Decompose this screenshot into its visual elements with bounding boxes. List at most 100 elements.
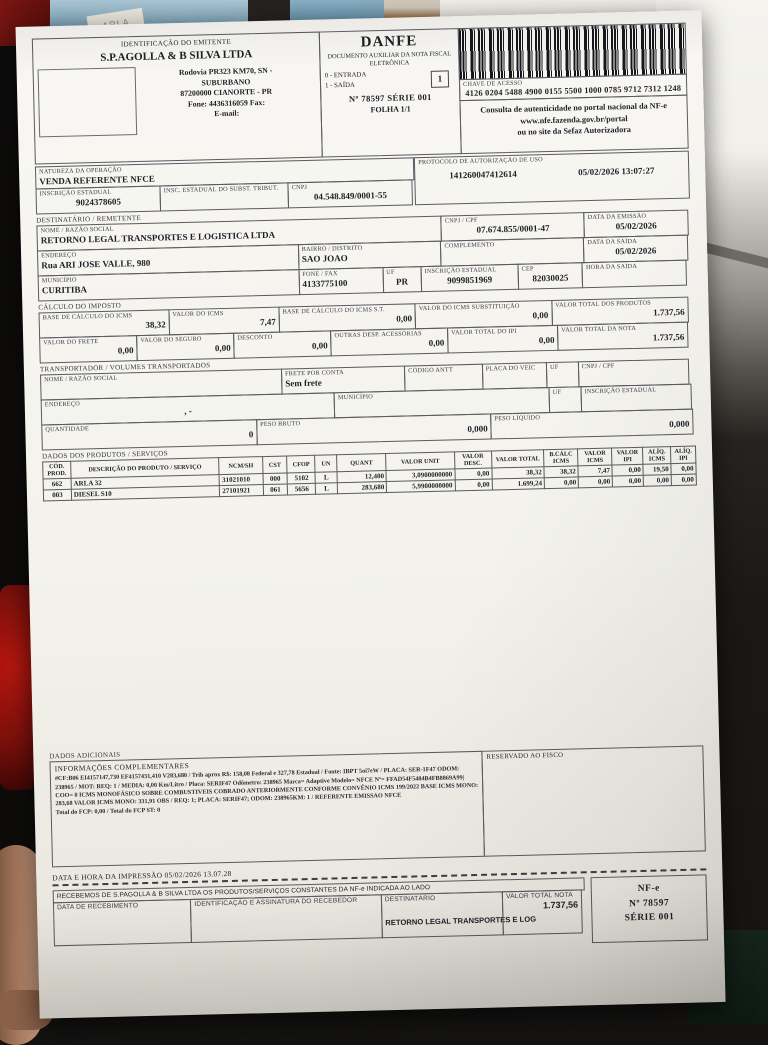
cell: 7,47 bbox=[578, 465, 613, 478]
col-header: VALOR IPI bbox=[611, 447, 644, 466]
danfe-subtitle: DOCUMENTO AUXILIAR DA NOTA FISCAL ELETRÔ… bbox=[327, 50, 452, 68]
transportador-section: NOME / RAZÃO SOCIAL FRETE POR CONTA Sem … bbox=[40, 358, 696, 451]
field-assinatura-recebedor: IDENTIFICAÇÃO E ASSINATURA DO RECEBEDOR bbox=[190, 894, 383, 944]
col-header: VALOR TOTAL bbox=[491, 449, 545, 469]
hora-saida-label: HORA DA SAÍDA bbox=[585, 262, 638, 272]
frete-value: 0,00 bbox=[117, 344, 134, 356]
codigo-antt-label: CÓDIGO ANTT bbox=[408, 366, 454, 375]
adicionais-section: INFORMAÇÕES COMPLEMENTARES #CF:B06 EI415… bbox=[49, 745, 706, 868]
field-peso-bruto: PESO BRUTO 0,000 bbox=[255, 413, 492, 446]
field-peso-liquido: PESO LÍQUIDO 0,000 bbox=[490, 408, 694, 440]
canhoto-total-value: 1.737,56 bbox=[542, 899, 579, 911]
field-canhoto-destinatario: DESTINATÁRIO RETORNO LEGAL TRANSPORTES E… bbox=[380, 891, 537, 939]
reservado-fisco-box: RESERVADO AO FISCO bbox=[481, 745, 706, 858]
field-total-ipi: VALOR TOTAL DO IPI 0,00 bbox=[446, 324, 559, 354]
danfe-title: DANFE bbox=[360, 33, 418, 51]
danfe-entrada: 0 - ENTRADA bbox=[324, 71, 367, 80]
field-dest-municipio: MUNICÍPIO CURITIBA bbox=[37, 269, 300, 302]
cell: 003 bbox=[43, 489, 72, 502]
col-header: CÓD. PROD. bbox=[42, 461, 71, 480]
consulta-box: Consulta de autenticidade no portal naci… bbox=[459, 94, 689, 155]
cell: L bbox=[315, 483, 338, 495]
field-dest-uf: UF PR bbox=[382, 266, 422, 294]
emitter-address: Rodovia PR323 KM70, SN - SUBURBANO 87200… bbox=[136, 63, 318, 135]
field-data-recebimento: DATA DE RECEBIMENTO bbox=[52, 899, 193, 947]
transp-nome-label: NOME / RAZÃO SOCIAL bbox=[44, 374, 118, 384]
nfe-number-box: NF-e Nº 78597 SÉRIE 001 bbox=[590, 874, 709, 944]
field-data-emissao: DATA DA EMISSÃO 05/02/2026 bbox=[583, 209, 689, 239]
field-outras-despesas: OUTRAS DESP. ACESSÓRIAS 0,00 bbox=[330, 327, 449, 357]
col-header: QUANT bbox=[336, 453, 387, 473]
emitter-box: IDENTIFICAÇÃO DO EMITENTE S.P.AGOLLA & B… bbox=[31, 31, 323, 165]
field-transp-uf2: UF bbox=[548, 386, 582, 414]
cell: 5102 bbox=[287, 472, 316, 485]
col-header: VALOR UNIT bbox=[386, 451, 455, 471]
cell: 19,50 bbox=[643, 463, 672, 476]
dest-complemento-label: COMPLEMENTO bbox=[444, 241, 495, 250]
protocolo-datetime: 05/02/2026 13:07:27 bbox=[578, 164, 655, 177]
danfe-box: DANFE DOCUMENTO AUXILIAR DA NOTA FISCAL … bbox=[318, 28, 462, 158]
cell: 000 bbox=[262, 473, 288, 485]
field-inscricao-estadual: INSCRIÇÃO ESTADUAL 9024378605 bbox=[35, 185, 162, 215]
field-hora-saida: HORA DA SAÍDA bbox=[581, 259, 687, 289]
dest-ie-value: 9099851969 bbox=[447, 273, 493, 286]
informacoes-complementares-box: INFORMAÇÕES COMPLEMENTARES #CF:B06 EI415… bbox=[49, 751, 485, 868]
field-frete: VALOR DO FRETE 0,00 bbox=[39, 335, 138, 364]
cell: 0,00 bbox=[544, 477, 579, 489]
col-header: B.CÁLC ICMS bbox=[543, 448, 579, 467]
desconto-value: 0,00 bbox=[311, 340, 328, 351]
field-total-nota: VALOR TOTAL DA NOTA 1.737,56 bbox=[557, 321, 689, 351]
cell: 1.699,24 bbox=[491, 477, 545, 491]
emitter-name: S.P.AGOLLA & B SILVA LTDA bbox=[100, 48, 253, 64]
canhoto-dest-label: DESTINATÁRIO bbox=[384, 895, 436, 904]
logo-placeholder bbox=[37, 67, 138, 138]
transp-uf-label: UF bbox=[549, 363, 559, 372]
barcode bbox=[457, 22, 687, 81]
cnpj-value: 04.548.849/0001-55 bbox=[313, 189, 388, 202]
field-quantidade: QUANTIDADE 0 bbox=[41, 419, 258, 451]
transp-municipio-label: MUNICÍPIO bbox=[337, 393, 374, 402]
cell: 27101921 bbox=[219, 484, 264, 497]
danfe-tipo-box: 1 bbox=[430, 70, 450, 88]
col-header: VALOR DESC. bbox=[454, 450, 492, 470]
cell: 38,32 bbox=[544, 466, 579, 478]
cell: 0,00 bbox=[454, 479, 493, 492]
dest-fone-value: 4133775100 bbox=[302, 277, 348, 289]
assinatura-label: IDENTIFICAÇÃO E ASSINATURA DO RECEBEDOR bbox=[194, 897, 358, 909]
cell: 662 bbox=[43, 478, 72, 491]
field-data-saida: DATA DA SAÍDA 05/02/2026 bbox=[583, 234, 689, 264]
destinatario-section: NOME / RAZÃO SOCIAL RETORNO LEGAL TRANSP… bbox=[36, 209, 692, 302]
col-header: CFOP bbox=[287, 455, 316, 474]
field-desconto: DESCONTO 0,00 bbox=[233, 330, 332, 359]
data-recebimento-label: DATA DE RECEBIMENTO bbox=[56, 902, 139, 912]
nfe-serie: SÉRIE 001 bbox=[624, 911, 675, 924]
cell: 061 bbox=[263, 484, 289, 496]
cell: 0,00 bbox=[643, 474, 672, 487]
blank-paper-area bbox=[43, 486, 703, 750]
cell: 0,00 bbox=[612, 475, 644, 488]
cell: L bbox=[315, 472, 338, 484]
field-protocolo-autorizacao: PROTOCOLO DE AUTORIZAÇÃO DE USO 14126004… bbox=[414, 150, 690, 206]
col-header: CST bbox=[262, 455, 288, 474]
cell: 283,680 bbox=[337, 481, 387, 495]
field-dest-ie: INSCRIÇÃO ESTADUAL 9099851969 bbox=[420, 263, 520, 293]
danfe-document: IDENTIFICAÇÃO DO EMITENTE S.P.AGOLLA & B… bbox=[15, 10, 726, 1019]
header-section: IDENTIFICAÇÃO DO EMITENTE S.P.AGOLLA & B… bbox=[31, 22, 689, 165]
field-transp-uf: UF bbox=[545, 361, 580, 389]
field-seguro: VALOR DO SEGURO 0,00 bbox=[136, 332, 235, 362]
cell: 0,00 bbox=[612, 464, 644, 477]
field-placa-veiculo: PLACA DO VEÍC bbox=[481, 362, 548, 390]
seguro-value: 0,00 bbox=[214, 342, 231, 353]
placa-label: PLACA DO VEÍC bbox=[485, 364, 536, 373]
dest-uf-value: PR bbox=[395, 276, 409, 287]
frete-conta-value: Sem frete bbox=[285, 377, 322, 389]
transp-uf2-label: UF bbox=[552, 388, 562, 396]
field-dest-fone: FONE / FAX 4133775100 bbox=[298, 267, 384, 296]
dest-cep-value: 82030025 bbox=[532, 272, 569, 283]
field-valor-total-nota: VALOR TOTAL NOTA 1.737,56 bbox=[501, 889, 583, 936]
cell: 0,00 bbox=[671, 463, 697, 475]
field-dest-cep: CEP 82030025 bbox=[517, 262, 584, 290]
field-cnpj-emitente: CNPJ 04.548.849/0001-55 bbox=[287, 179, 414, 209]
danfe-saida: 1 - SAÍDA bbox=[324, 81, 355, 89]
canhoto-dest-value: RETORNO LEGAL TRANSPORTES E LOG bbox=[385, 914, 537, 928]
